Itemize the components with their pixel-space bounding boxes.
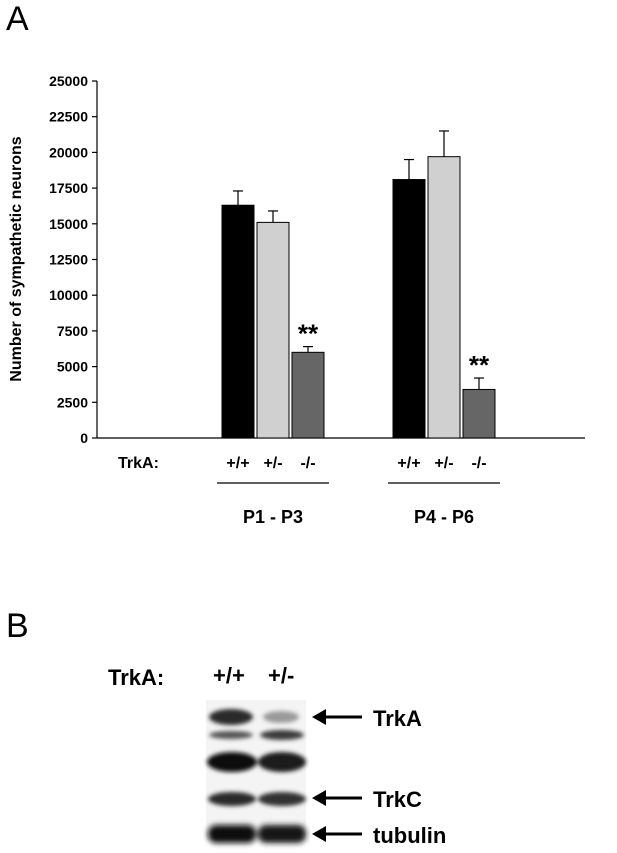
band-label: tubulin [373, 823, 446, 848]
blot-lane-label: +/- [268, 663, 294, 688]
significance-marker: ** [469, 350, 490, 380]
y-axis-label: Number of sympathetic neurons [8, 136, 25, 381]
y-tick-label: 10000 [49, 287, 88, 303]
bars: ** ** [221, 130, 496, 439]
significance-marker: ** [298, 319, 319, 349]
y-tick-label: 22500 [49, 109, 88, 125]
bar [392, 179, 426, 439]
y-tick-label: 0 [80, 430, 88, 446]
y-tick-label: 17500 [49, 180, 88, 196]
y-tick-label: 12500 [49, 252, 88, 268]
genotype-label: +/+ [226, 455, 249, 472]
genotype-label: +/+ [397, 455, 420, 472]
group-labels: +/+ +/- -/- P1 - P3 +/+ +/- -/- P4 - P6 [217, 455, 500, 527]
bar [291, 351, 325, 439]
bar [427, 156, 461, 439]
blot-band [207, 709, 306, 772]
y-tick-label: 7500 [57, 323, 88, 339]
bar [221, 204, 255, 439]
bar [256, 221, 290, 439]
genotype-label: -/- [300, 455, 315, 472]
band-label: TrkC [373, 787, 422, 812]
panel-a-label: A [6, 0, 29, 38]
blot-arrow [312, 790, 362, 806]
genotype-label: +/- [434, 455, 453, 472]
y-tick-label: 5000 [57, 359, 88, 375]
blot-lane-label: +/+ [213, 663, 245, 688]
genotype-label: +/- [263, 455, 282, 472]
bar [462, 388, 496, 439]
group-label: P1 - P3 [243, 507, 303, 527]
western-blot: TrkA: +/+ +/- TrkA TrkC tubulin [108, 663, 446, 848]
blot-arrow [312, 709, 362, 725]
band-label: TrkA [373, 706, 422, 731]
genotype-label: -/- [471, 455, 486, 472]
y-tick-label: 25000 [49, 73, 88, 89]
bar-chart: 0 2500 5000 7500 10000 12500 15000 17500 20000 22… [8, 73, 585, 527]
y-tick-label: 20000 [49, 144, 88, 160]
y-axis: 0 2500 5000 7500 10000 12500 15000 17500 20000 22… [49, 73, 98, 446]
blot-band [208, 792, 306, 806]
blot-band [208, 825, 306, 843]
blot-row-label: TrkA: [108, 665, 164, 690]
group-label: P4 - P6 [414, 507, 474, 527]
y-tick-label: 15000 [49, 216, 88, 232]
genotype-row-label: TrkA: [118, 455, 159, 472]
panel-b-label: B [6, 607, 29, 645]
blot-arrow [312, 826, 362, 842]
y-tick-label: 2500 [57, 394, 88, 410]
